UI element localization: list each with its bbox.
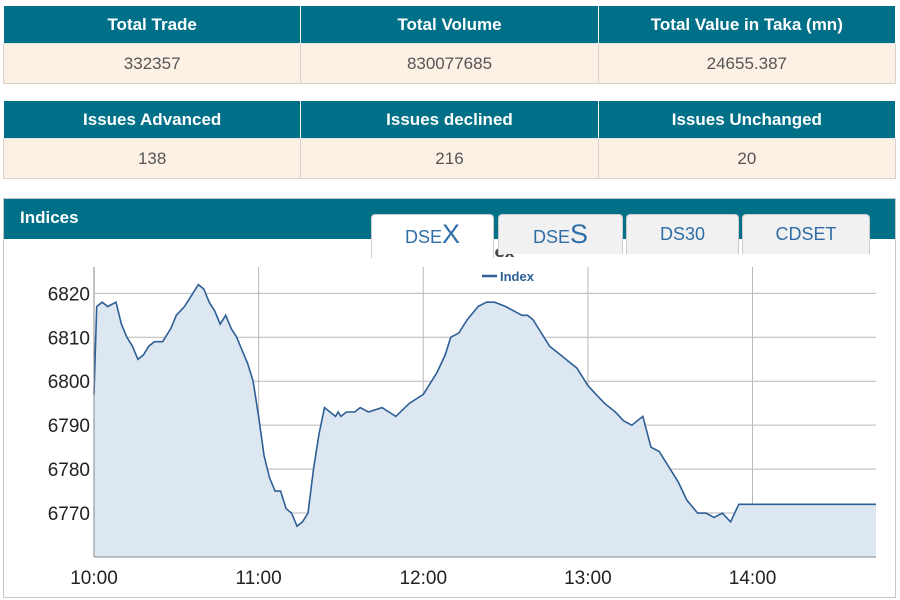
total-value-header: Total Value in Taka (mn) (597, 5, 897, 44)
index-chart: 6770 6780 6790 6800 6810 6820 10:00 11:00 12:00 1… (48, 243, 876, 589)
issues-value-row: 138 216 20 (2, 138, 897, 179)
x-tick-label: 14:00 (729, 568, 777, 589)
total-trade-value: 332357 (2, 43, 302, 84)
total-value-value: 24655.387 (597, 43, 897, 84)
y-tick-label: 6780 (48, 460, 90, 481)
series-area-index (94, 284, 876, 557)
summary-header-row: Total Trade Total Volume Total Value in … (2, 5, 897, 44)
x-tick-label: 11:00 (236, 568, 282, 589)
tab-dsex-prefix: DSE (404, 227, 442, 247)
y-tick-label: 6800 (48, 372, 90, 393)
tab-ds30-label: DS30 (659, 224, 706, 244)
tab-cdset-label: CDSET (775, 224, 837, 244)
indices-panel: Indices 6770 6780 6790 6800 6810 6820 10:00 11:… (3, 198, 896, 598)
issues-advanced-header: Issues Advanced (2, 100, 302, 139)
issues-declined-value: 216 (300, 138, 599, 179)
issues-unchanged-header: Issues Unchanged (597, 100, 897, 139)
legend-label-index: Index (500, 269, 535, 284)
total-volume-header: Total Volume (300, 5, 599, 44)
tab-dses-prefix: DSE (532, 227, 570, 247)
y-tick-label: 6810 (48, 328, 90, 349)
x-tick-label: 13:00 (564, 568, 612, 589)
total-volume-value: 830077685 (300, 43, 599, 84)
y-tick-label: 6820 (48, 284, 90, 305)
tab-dses[interactable]: DSES (498, 214, 623, 254)
issues-unchanged-value: 20 (597, 138, 897, 179)
issues-table: Issues Advanced Issues declined Issues U… (2, 100, 897, 179)
issues-advanced-value: 138 (2, 138, 302, 179)
x-tick-label: 12:00 (399, 568, 447, 589)
tab-dsex[interactable]: DSEX (371, 214, 494, 258)
y-tick-label: 6790 (48, 416, 90, 437)
tab-dses-letter: S (570, 219, 589, 249)
market-summary-table: Total Trade Total Volume Total Value in … (2, 5, 897, 84)
tab-dsex-letter: X (442, 219, 461, 249)
series-line-index (93, 283, 876, 528)
y-tick-label: 6770 (48, 504, 90, 525)
indices-title: Indices (20, 208, 79, 227)
issues-header-row: Issues Advanced Issues declined Issues U… (2, 100, 897, 139)
total-trade-header: Total Trade (2, 5, 302, 44)
tab-ds30[interactable]: DS30 (626, 214, 739, 254)
issues-declined-header: Issues declined (300, 100, 599, 139)
summary-value-row: 332357 830077685 24655.387 (2, 43, 897, 84)
x-tick-label: 10:00 (70, 568, 118, 589)
tab-cdset[interactable]: CDSET (742, 214, 870, 254)
